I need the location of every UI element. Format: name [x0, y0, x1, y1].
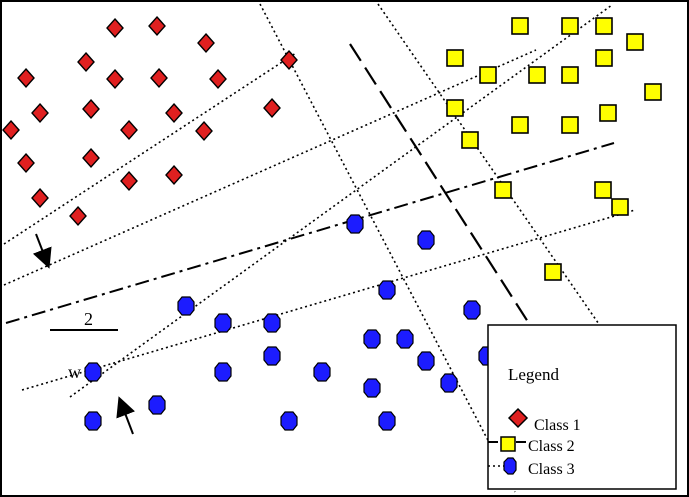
class3-point: [346, 214, 364, 234]
class1-point: [77, 51, 95, 73]
dash-dot-boundary: [5, 142, 615, 324]
class3-point: [396, 329, 414, 349]
class1-point: [120, 170, 138, 192]
legend: Legend Class 1 Class 2 Class 3: [487, 324, 677, 490]
separator-line-1: [3, 52, 297, 245]
class2-point: [595, 17, 613, 35]
legend-class1-label: Class 1: [534, 417, 581, 434]
separator-line-6: [377, 3, 604, 331]
class1-point: [31, 187, 49, 209]
class3-point: [177, 296, 195, 316]
class2-point: [595, 49, 613, 67]
class2-point: [479, 66, 497, 84]
separator-lines: [3, 3, 636, 493]
class3-point: [214, 362, 232, 382]
class3-point: [263, 346, 281, 366]
class3-point: [363, 378, 381, 398]
class1-point: [165, 102, 183, 124]
class1-point: [82, 98, 100, 120]
label-w: w: [68, 362, 81, 382]
class2-point: [511, 116, 529, 134]
class3-point: [440, 373, 458, 393]
class2-point: [561, 17, 579, 35]
legend-box: [487, 324, 677, 490]
class1-point: [17, 152, 35, 174]
class3-point: [378, 411, 396, 431]
arrow-down-icon: [32, 233, 52, 269]
legend-class1-marker: [507, 407, 529, 429]
class1-point: [31, 102, 49, 124]
class1-point: [209, 68, 227, 90]
class2-point: [494, 181, 512, 199]
class1-markers: [2, 15, 298, 227]
separator-line-3: [69, 4, 613, 398]
arrow-up-icon: [116, 396, 136, 435]
separator-line-4: [21, 209, 636, 391]
class2-point: [611, 198, 629, 216]
class1-point: [106, 17, 124, 39]
class2-point: [561, 66, 579, 84]
class1-point: [106, 68, 124, 90]
class3-point: [263, 313, 281, 333]
legend-title: Legend: [508, 365, 559, 384]
class1-point: [17, 67, 35, 89]
class3-point: [378, 280, 396, 300]
class1-point: [69, 205, 87, 227]
legend-class3-marker: [503, 457, 517, 475]
class2-point: [599, 104, 617, 122]
legend-class2-marker: [500, 436, 516, 452]
class1-point: [263, 97, 281, 119]
class3-point: [417, 230, 435, 250]
class3-point: [313, 362, 331, 382]
class1-point: [197, 32, 215, 54]
class1-point: [195, 120, 213, 142]
class3-point: [214, 313, 232, 333]
class3-point: [280, 411, 298, 431]
legend-class3-label: Class 3: [528, 461, 575, 478]
class2-point: [594, 181, 612, 199]
class2-point: [528, 66, 546, 84]
separator-line-2: [3, 49, 537, 286]
class2-markers: [446, 17, 662, 281]
class3-markers: [84, 214, 496, 431]
class3-point: [84, 411, 102, 431]
class3-point: [463, 300, 481, 320]
class2-point: [446, 49, 464, 67]
label-two: 2: [84, 309, 93, 329]
class2-point: [644, 83, 662, 101]
class1-point: [165, 164, 183, 186]
legend-class2-label: Class 2: [528, 438, 575, 455]
class1-point: [280, 49, 298, 71]
class1-point: [2, 119, 20, 141]
class2-point: [511, 17, 529, 35]
class2-point: [446, 99, 464, 117]
class1-point: [148, 15, 166, 37]
class2-point: [561, 116, 579, 134]
class3-point: [363, 329, 381, 349]
separator-line-5: [259, 3, 516, 493]
class2-point: [544, 263, 562, 281]
class1-point: [82, 147, 100, 169]
class1-point: [120, 119, 138, 141]
class2-point: [626, 33, 644, 51]
class3-point: [148, 395, 166, 415]
class2-point: [461, 131, 479, 149]
class3-point: [84, 362, 102, 382]
class1-point: [150, 67, 168, 89]
class3-point: [417, 351, 435, 371]
